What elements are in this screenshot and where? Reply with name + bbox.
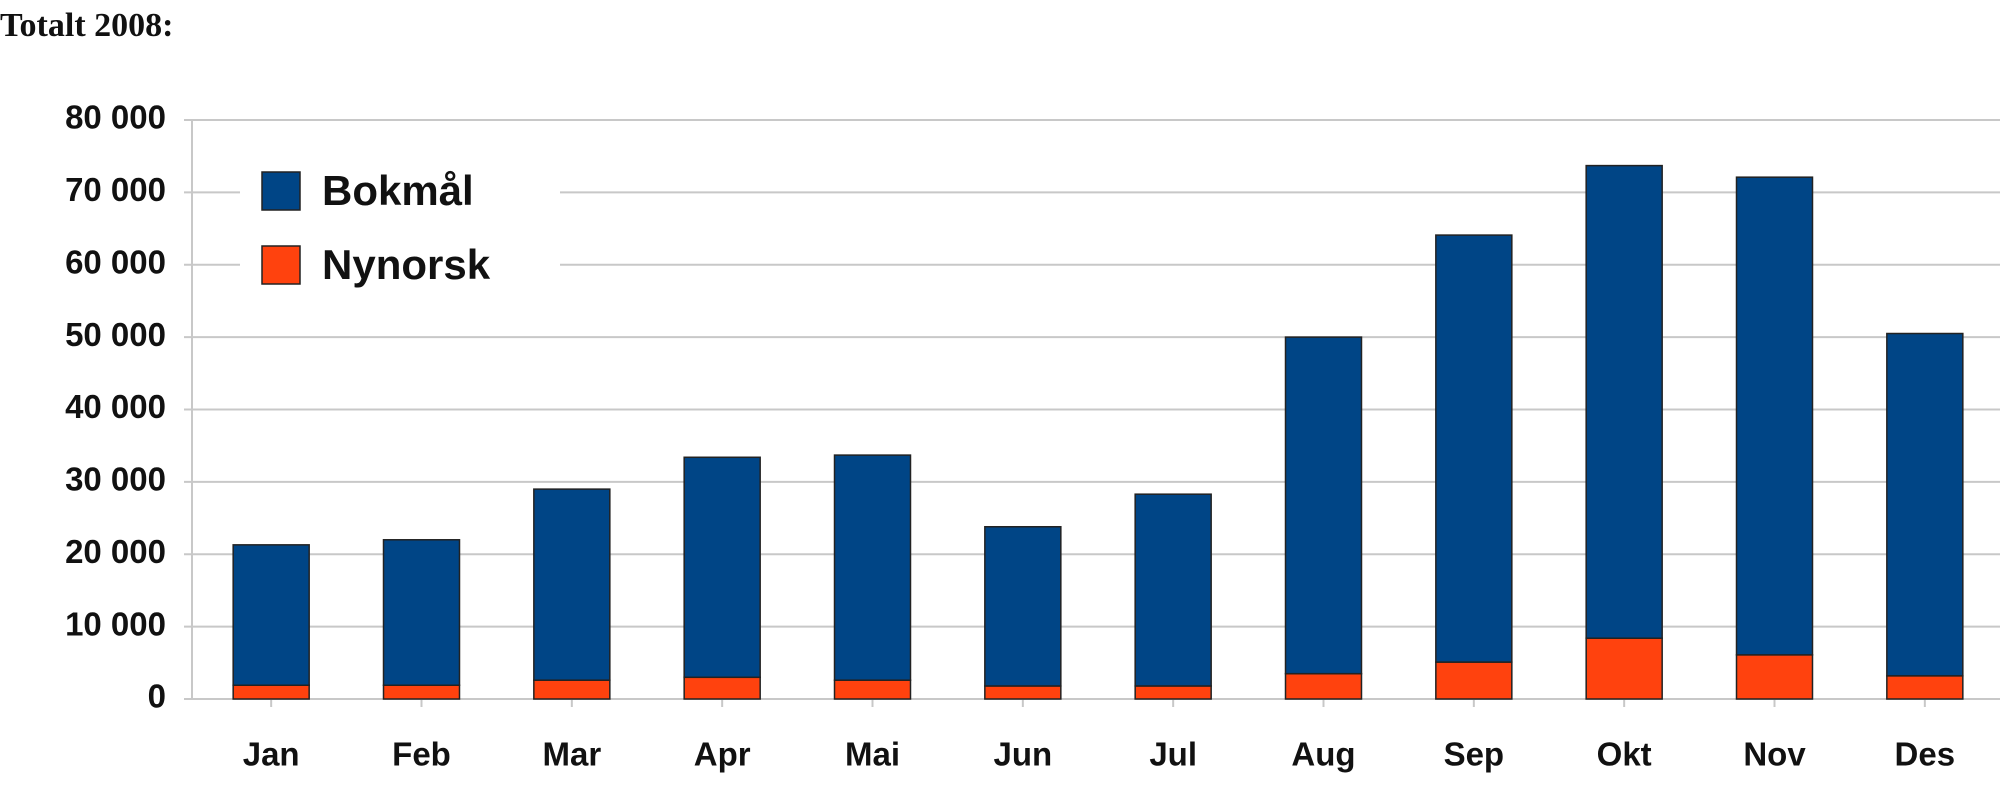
legend-swatch [261,245,301,285]
bar-segment [1886,332,1964,677]
y-tick-label: 50 000 [65,316,166,353]
bar-segment [1435,234,1513,663]
bar-segment [1886,675,1964,700]
bar-segment [1435,661,1513,700]
x-tick-label: Des [1895,736,1956,773]
bar-segment [232,544,310,686]
legend-swatch [261,171,301,211]
bar-segment [382,684,461,700]
legend-label: Bokmål [322,167,474,214]
x-tick-label: Mai [845,736,900,773]
y-tick-label: 10 000 [65,605,166,642]
bar-segment [1284,672,1363,700]
x-tick-label: Mar [542,736,601,773]
bar-segment [1585,637,1663,700]
bar-segment [533,488,611,681]
bar-segment [533,679,611,700]
x-tick-label: Jan [243,736,300,773]
x-tick-label: Nov [1743,736,1806,773]
x-tick-label: Feb [392,736,451,773]
x-tick-label: Okt [1597,736,1652,773]
bar-segment [232,684,310,700]
bar-segment [1284,336,1363,675]
bar-segment [1585,164,1663,639]
chart-title: Totalt 2008: [0,7,173,44]
x-tick-label: Aug [1291,736,1355,773]
y-tick-label: 0 [148,678,166,715]
bar-segment [833,679,912,700]
x-tick-label: Jun [993,736,1052,773]
bar-segment [984,525,1062,687]
y-tick-label: 30 000 [65,461,166,498]
y-tick-label: 60 000 [65,243,166,280]
bar-segment [683,676,761,700]
legend-label: Nynorsk [322,241,491,288]
y-tick-label: 80 000 [65,99,166,136]
bar-segment [1134,685,1212,700]
bar-segment [984,685,1062,700]
x-tick-label: Sep [1444,736,1505,773]
bar-segment [683,456,761,679]
y-tick-label: 20 000 [65,533,166,570]
bar-segment [1134,493,1212,687]
bar-segment [382,539,461,686]
bar-segment [1735,176,1814,656]
bar-segment [833,454,912,681]
y-tick-label: 40 000 [65,388,166,425]
x-tick-label: Jul [1149,736,1197,773]
y-tick-label: 70 000 [65,171,166,208]
bar-segment [1735,654,1814,700]
x-tick-label: Apr [694,736,751,773]
